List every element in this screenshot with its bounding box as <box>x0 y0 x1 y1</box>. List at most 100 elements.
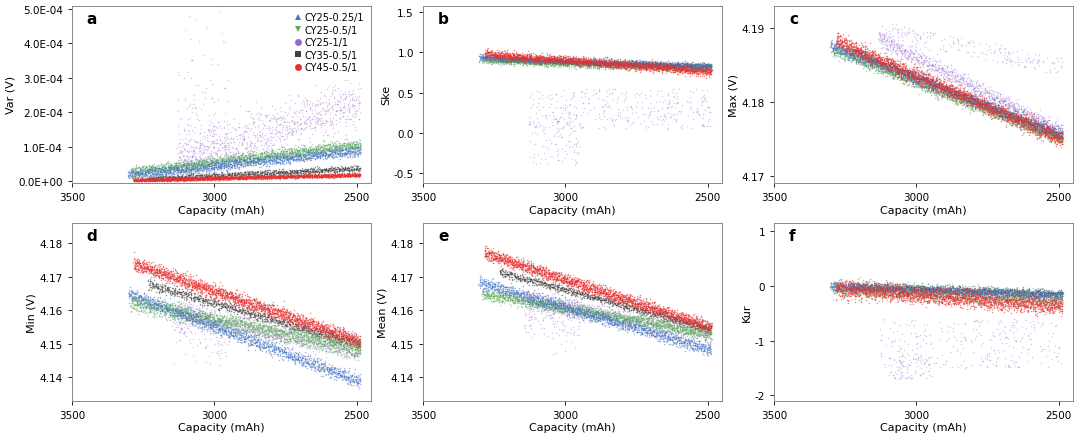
Point <box>556 59 573 66</box>
Point <box>212 175 229 182</box>
Point <box>566 55 583 62</box>
Point <box>998 114 1015 121</box>
Point <box>1008 292 1025 299</box>
Point <box>485 280 502 287</box>
Point <box>206 283 224 290</box>
Point <box>203 297 220 304</box>
Point <box>658 62 675 69</box>
Point <box>563 58 580 65</box>
Point <box>958 288 975 295</box>
Point <box>554 302 571 309</box>
Point <box>585 283 603 290</box>
Point <box>951 350 969 357</box>
Point <box>933 64 950 71</box>
Point <box>845 278 862 285</box>
Point <box>677 64 694 71</box>
Point <box>691 65 708 72</box>
Point <box>618 60 635 67</box>
Point <box>999 49 1016 56</box>
Point <box>991 109 1009 116</box>
Point <box>960 287 977 294</box>
Point <box>494 295 511 302</box>
Point <box>348 336 365 343</box>
Point <box>595 314 612 321</box>
Point <box>582 312 599 319</box>
Point <box>865 285 882 292</box>
Point <box>591 61 608 68</box>
Point <box>498 56 515 63</box>
Point <box>1015 304 1032 311</box>
Point <box>489 285 507 292</box>
Point <box>982 97 999 104</box>
Point <box>208 327 226 334</box>
Point <box>896 67 914 74</box>
Point <box>673 310 690 317</box>
Point <box>186 152 203 159</box>
Point <box>611 291 629 298</box>
Point <box>1020 350 1037 357</box>
Point <box>156 308 173 315</box>
Point <box>632 324 649 331</box>
Point <box>921 292 939 299</box>
Point <box>634 64 651 71</box>
Point <box>901 79 918 86</box>
Point <box>955 290 972 297</box>
Point <box>567 284 584 291</box>
Point <box>499 271 516 278</box>
Point <box>505 56 523 63</box>
Point <box>975 292 993 299</box>
Point <box>1034 289 1051 296</box>
Point <box>892 294 909 301</box>
Point <box>885 59 902 66</box>
Point <box>847 285 864 292</box>
Point <box>934 85 951 92</box>
Point <box>580 288 597 295</box>
Point <box>541 312 558 319</box>
Point <box>171 176 188 183</box>
Point <box>320 172 337 179</box>
Point <box>1014 114 1031 121</box>
Point <box>622 64 639 71</box>
Point <box>683 61 700 68</box>
Point <box>651 59 669 66</box>
Point <box>166 174 184 181</box>
Point <box>1042 138 1059 145</box>
Point <box>591 61 608 68</box>
Point <box>973 101 990 108</box>
Point <box>254 323 271 330</box>
Point <box>917 74 934 81</box>
Point <box>281 336 298 343</box>
Point <box>536 62 553 69</box>
Point <box>546 301 564 308</box>
Point <box>245 171 262 178</box>
Point <box>829 30 847 37</box>
Point <box>831 44 848 51</box>
Point <box>626 61 644 68</box>
Point <box>214 294 231 301</box>
Point <box>496 272 513 279</box>
Point <box>912 79 929 86</box>
Point <box>511 261 528 268</box>
Point <box>571 306 589 313</box>
Point <box>860 290 877 297</box>
Point <box>920 87 937 94</box>
Point <box>292 152 309 159</box>
Point <box>163 162 180 169</box>
Point <box>259 156 276 163</box>
Point <box>303 155 321 162</box>
Point <box>1031 292 1049 299</box>
Point <box>674 311 691 318</box>
Point <box>991 106 1009 113</box>
Point <box>157 167 174 174</box>
Point <box>512 59 529 66</box>
Point <box>622 317 639 324</box>
Point <box>989 301 1007 308</box>
Point <box>896 288 914 295</box>
Point <box>896 281 914 288</box>
Point <box>527 124 544 131</box>
Point <box>148 178 165 185</box>
Point <box>865 279 882 286</box>
Point <box>909 74 927 81</box>
Point <box>537 299 554 306</box>
Point <box>984 101 1001 108</box>
